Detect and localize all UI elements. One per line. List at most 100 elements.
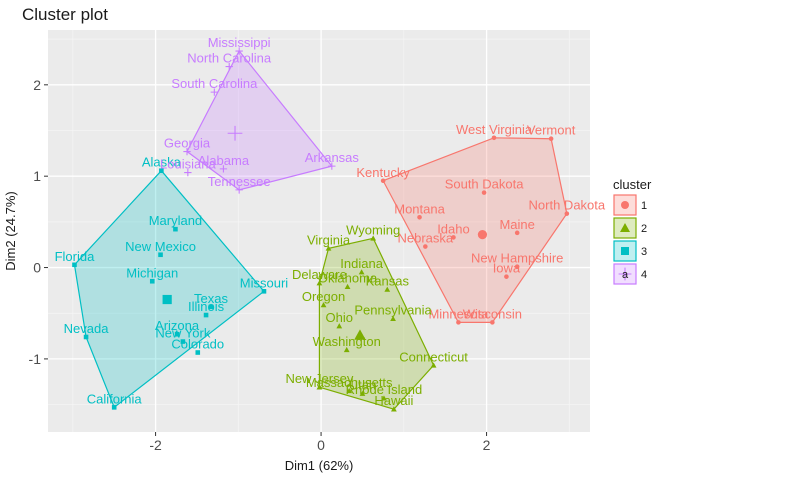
data-point <box>183 147 191 156</box>
x-tick-label: 0 <box>317 437 325 453</box>
legend-label-2: 2 <box>641 223 647 235</box>
point-label-kentucky: Kentucky <box>356 165 410 180</box>
legend-letter-4: a <box>622 269 629 281</box>
data-point <box>210 88 219 96</box>
point-label-utah: Utah <box>349 378 376 393</box>
legend-marker-2 <box>620 223 630 232</box>
data-point <box>359 390 366 396</box>
data-point <box>316 280 323 286</box>
point-label-ohio: Ohio <box>326 310 353 325</box>
x-axis-title: Dim1 (62%) <box>285 458 354 473</box>
data-point <box>381 395 387 401</box>
point-label-north-carolina: North Carolina <box>187 51 272 66</box>
point-label-maryland: Maryland <box>149 213 202 228</box>
point-label-california: California <box>87 391 143 406</box>
point-label-washington: Washington <box>313 334 381 349</box>
y-tick-label: 0 <box>33 260 41 276</box>
legend-marker-4 <box>618 267 632 281</box>
y-tick-label: -1 <box>29 351 42 367</box>
point-label-idaho: Idaho <box>437 221 470 236</box>
data-point <box>158 252 163 258</box>
x-tick-label: -2 <box>149 437 162 453</box>
data-point <box>564 211 570 216</box>
x-tick-label: 2 <box>483 437 491 453</box>
point-label-indiana: Indiana <box>340 256 383 271</box>
data-point <box>481 190 487 195</box>
data-points <box>72 47 570 412</box>
data-point <box>235 186 243 194</box>
data-point <box>491 135 497 141</box>
data-point <box>343 346 350 353</box>
data-point <box>261 289 267 294</box>
legend-marker-1 <box>621 201 629 209</box>
cluster-3-hull <box>73 169 265 409</box>
point-label-nevada: Nevada <box>64 321 110 336</box>
legend: cluster 1 2 3a 4 <box>613 177 652 285</box>
data-point <box>225 62 233 71</box>
point-label-new-york: New York <box>155 326 210 341</box>
data-point <box>336 323 343 329</box>
point-label-arkansas: Arkansas <box>305 150 360 165</box>
legend-title: cluster <box>613 177 652 192</box>
point-label-colorado: Colorado <box>171 337 224 352</box>
point-label-arizona: Arizona <box>155 318 200 333</box>
point-label-pennsylvania: Pennsylvania <box>354 303 432 318</box>
cluster-4-center <box>227 125 243 141</box>
data-point <box>208 304 214 310</box>
cluster-2-center <box>354 329 366 340</box>
point-label-louisiana: Louisiana <box>160 157 216 172</box>
data-point <box>325 245 332 251</box>
y-axis-title: Dim2 (24.7%) <box>3 191 18 270</box>
grid-major <box>48 30 590 432</box>
point-label-georgia: Georgia <box>164 136 211 151</box>
data-point <box>149 278 155 284</box>
point-label-florida: Florida <box>55 249 96 264</box>
point-label-new-mexico: New Mexico <box>125 239 196 254</box>
data-point <box>451 235 456 240</box>
data-point <box>111 405 117 410</box>
data-point <box>423 244 428 249</box>
legend-label-1: 1 <box>641 200 647 212</box>
data-point <box>320 302 327 308</box>
data-point <box>83 334 89 340</box>
data-point <box>328 162 336 170</box>
point-label-south-carolina: South Carolina <box>171 76 258 91</box>
data-point <box>430 362 437 368</box>
point-label-south-dakota: South Dakota <box>445 177 525 192</box>
point-label-illinois: Illinois <box>188 299 225 314</box>
point-label-oregon: Oregon <box>302 289 345 304</box>
point-label-kansas: Kansas <box>366 273 410 288</box>
point-label-connecticut: Connecticut <box>399 349 468 364</box>
point-label-delaware: Delaware <box>292 267 347 282</box>
data-point <box>380 178 386 184</box>
data-point <box>180 339 186 344</box>
data-point <box>490 320 495 325</box>
data-point <box>203 312 209 318</box>
point-label-massachusetts: Massachusetts <box>306 375 393 390</box>
y-tick-label: 2 <box>33 77 41 93</box>
data-point <box>384 286 391 292</box>
data-point <box>548 136 554 142</box>
point-label-new-jersey: New Jersey <box>285 371 353 386</box>
legend-label-4: 4 <box>641 269 647 281</box>
data-point <box>456 320 461 325</box>
data-point <box>391 406 397 412</box>
data-point <box>514 230 520 236</box>
point-label-alabama: Alabama <box>198 153 250 168</box>
legend-marker-3 <box>621 247 629 255</box>
point-label-new-hampshire: New Hampshire <box>471 251 563 266</box>
point-label-vermont: Vermont <box>527 123 576 138</box>
point-label-tennessee: Tennessee <box>208 174 271 189</box>
point-label-iowa: Iowa <box>493 261 521 276</box>
data-point <box>390 315 396 322</box>
point-label-alaska: Alaska <box>142 155 182 170</box>
data-point <box>235 47 243 55</box>
point-label-north-dakota: North Dakota <box>529 198 606 213</box>
chart-title: Cluster plot <box>22 5 108 24</box>
point-label-maine: Maine <box>499 217 534 232</box>
y-tick-label: 1 <box>33 168 41 184</box>
point-label-nebraska: Nebraska <box>398 231 454 246</box>
data-point <box>370 235 377 241</box>
point-label-montana: Montana <box>394 201 445 216</box>
point-label-missouri: Missouri <box>240 275 289 290</box>
